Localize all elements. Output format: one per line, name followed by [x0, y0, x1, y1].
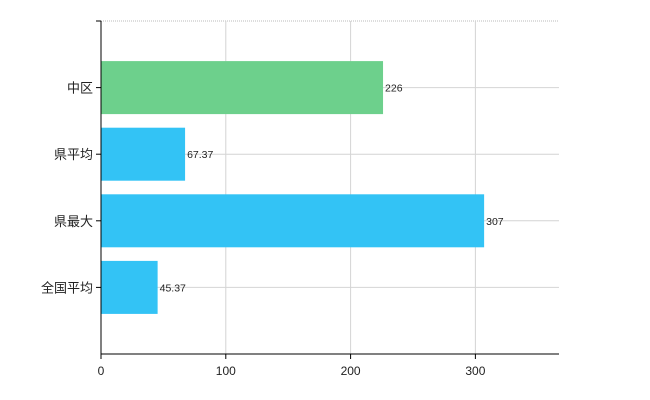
bar [101, 127, 186, 181]
ticks [96, 20, 476, 359]
data-label: 226 [385, 83, 403, 95]
y-tick-label: 県平均 [54, 148, 93, 163]
x-tick-label: 0 [98, 364, 105, 378]
y-tick-label: 中区 [67, 82, 93, 97]
data-label: 67.37 [187, 149, 213, 161]
bar [101, 194, 485, 248]
x-tick-label: 100 [216, 364, 236, 378]
y-tick-label: 全国平均 [41, 280, 93, 296]
axes [100, 21, 559, 355]
y-tick-label: 県最大 [54, 215, 93, 230]
bar [101, 260, 158, 314]
x-tick-label: 200 [341, 364, 361, 378]
x-tick-label: 300 [465, 364, 485, 378]
data-label: 45.37 [160, 282, 186, 294]
labels: 0 100 200 300 226 中区 67.37 県平均 307 県最大 45.37 全国平均 [41, 82, 504, 378]
bars [101, 61, 485, 314]
data-label: 307 [486, 216, 504, 228]
bar [101, 61, 384, 115]
